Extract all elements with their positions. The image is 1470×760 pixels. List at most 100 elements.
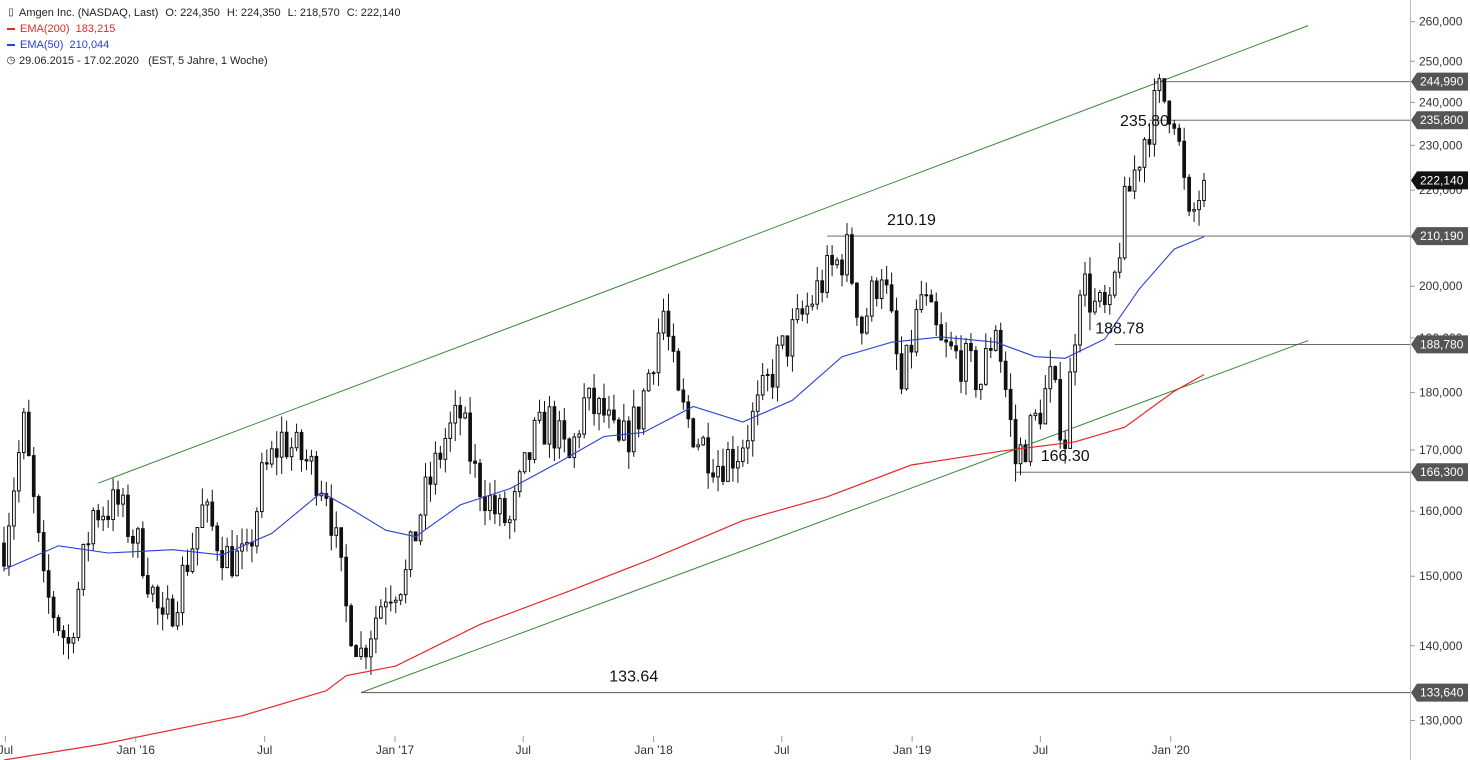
- candle-body: [388, 601, 393, 604]
- candle-body: [111, 489, 115, 521]
- candle-body: [1122, 185, 1127, 259]
- candle: [309, 449, 314, 475]
- candle-body: [31, 455, 36, 498]
- candle-body: [775, 344, 780, 388]
- candle: [344, 544, 349, 623]
- candle: [488, 482, 492, 521]
- candle: [512, 485, 517, 533]
- candle: [264, 449, 269, 471]
- candle-body: [51, 596, 56, 619]
- ema200-label: EMA(200): [20, 23, 70, 35]
- candle-body: [879, 279, 884, 299]
- candle: [259, 452, 264, 518]
- candle: [1137, 166, 1142, 182]
- candle-body: [488, 495, 492, 512]
- candle-body: [770, 373, 775, 388]
- candle-body: [1063, 439, 1068, 449]
- candle-body: [949, 341, 953, 347]
- candle: [929, 289, 934, 303]
- candle: [121, 488, 125, 518]
- candle: [1202, 172, 1206, 208]
- candle-body: [86, 543, 91, 546]
- candle-body: [646, 372, 651, 392]
- x-tick-label: Jan '20: [1152, 743, 1191, 757]
- candle-body: [641, 390, 646, 430]
- candle-body: [706, 437, 710, 474]
- candle-body: [175, 612, 180, 627]
- candle-body: [889, 284, 894, 312]
- candle: [899, 336, 904, 395]
- candle-body: [136, 528, 140, 544]
- candle-body: [36, 496, 41, 534]
- level-label: 235.80: [1120, 113, 1169, 130]
- candle: [433, 441, 438, 495]
- candle: [1112, 270, 1117, 299]
- candle: [463, 406, 468, 420]
- level-tag-label: 166,300: [1420, 465, 1464, 479]
- candle-body: [334, 527, 339, 536]
- candle-body: [711, 472, 715, 478]
- candle-body: [527, 452, 532, 460]
- candle-body: [800, 308, 805, 315]
- candle-body: [1053, 366, 1058, 381]
- level-tag-shape: [1411, 463, 1468, 482]
- candle: [428, 461, 433, 502]
- candle: [691, 417, 696, 449]
- chart-legend: ▯ Amgen Inc. (NASDAQ, Last) O: 224,350 H…: [6, 5, 401, 69]
- candle: [840, 254, 844, 287]
- candle: [379, 599, 383, 620]
- candle: [924, 282, 929, 306]
- candle: [483, 480, 487, 526]
- candle-body: [983, 348, 988, 385]
- candle-body: [225, 546, 229, 569]
- candle-body: [840, 259, 844, 276]
- candle: [150, 584, 155, 603]
- candle: [855, 282, 859, 326]
- candle: [180, 556, 185, 626]
- candle-body: [185, 564, 190, 572]
- candle: [190, 532, 195, 574]
- candle-body: [170, 598, 175, 627]
- candle: [988, 337, 993, 358]
- candle: [716, 450, 720, 492]
- candle-body: [671, 335, 676, 352]
- candle-body: [1107, 294, 1112, 306]
- level-tag-label: 244,990: [1420, 75, 1464, 89]
- candle: [498, 493, 502, 527]
- candle: [354, 644, 358, 658]
- candle: [304, 449, 309, 471]
- candle: [96, 503, 101, 528]
- candle: [1177, 123, 1182, 146]
- candle-body: [1013, 419, 1018, 465]
- candle: [731, 435, 735, 482]
- candle: [245, 528, 249, 552]
- candle: [671, 323, 676, 363]
- candle: [235, 534, 239, 577]
- candle-body: [155, 586, 160, 609]
- candle-body: [874, 280, 879, 299]
- candle: [374, 605, 378, 654]
- candle-body: [443, 437, 448, 460]
- candle: [889, 272, 894, 314]
- candle-body: [160, 607, 165, 615]
- candle-body: [255, 511, 259, 547]
- candle: [1038, 399, 1043, 430]
- candle: [1147, 123, 1152, 158]
- candle: [240, 528, 244, 570]
- candle: [289, 437, 294, 471]
- candle: [562, 408, 567, 453]
- candle-body: [740, 447, 745, 462]
- candle-body: [929, 294, 934, 303]
- y-tick-label: 250,000: [1419, 54, 1463, 68]
- x-tick-label: Jan '19: [893, 743, 932, 757]
- candle: [582, 383, 587, 439]
- candle-body: [2, 542, 6, 567]
- candle: [91, 507, 96, 552]
- candle-body: [1172, 123, 1177, 129]
- candle-body: [582, 397, 587, 435]
- candle: [215, 522, 220, 561]
- candle-body: [855, 282, 859, 318]
- candle: [56, 614, 61, 637]
- candle: [200, 488, 205, 529]
